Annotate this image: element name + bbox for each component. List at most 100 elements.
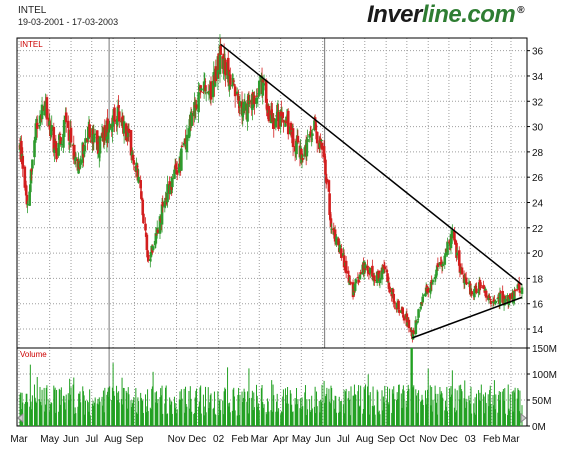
candle-down [488,298,492,300]
candle-up [231,84,234,87]
candle-up [368,267,372,273]
candle-down [135,165,139,167]
candle-up [435,265,439,271]
candle-up [305,142,309,157]
month-tick-label: Jul [85,434,98,445]
candle-up [289,126,292,135]
candle-down [366,269,370,274]
month-tick-label: Feb [483,434,501,445]
candle-down [401,307,405,315]
candle-down [387,282,391,289]
candle-up [473,286,477,292]
candle-down [426,287,430,293]
candle-down [237,96,240,104]
candle-down [388,286,391,293]
candle-up [160,204,164,225]
chart-symbol: INTEL [18,5,47,16]
candle-down [513,289,517,292]
candle-down [329,218,333,227]
candle-up [386,281,390,283]
candle-down [296,135,300,143]
candle-down [277,111,280,129]
candle-down [479,286,482,288]
candle-up [200,88,203,91]
candle-up [406,322,409,326]
candle-up [339,245,342,247]
candle-down [86,137,89,142]
candle-up [57,142,60,156]
candle-down [324,176,328,181]
candle-up [416,319,420,321]
candle-down [373,279,377,281]
candle-down [97,141,100,155]
candle-up [106,132,110,140]
candle-down [309,132,313,137]
candle-up [435,269,438,276]
month-tick-label: Aug [356,434,374,445]
month-tick-label: Dec [440,434,458,445]
candle-down [343,265,347,267]
candle-up [459,271,462,273]
candle-up [122,121,126,134]
candle-down [470,291,473,295]
candle-up [243,101,247,111]
candle-down [489,301,493,304]
month-tick-label: 02 [213,434,225,445]
candle-down [131,154,135,161]
candle-down [156,229,160,233]
candle-up [197,92,200,113]
month-tick-label: Feb [231,434,249,445]
candle-up [177,163,181,173]
trendline [412,296,523,339]
candle-down [66,120,70,128]
candle-down [488,296,491,298]
candle-down [72,144,76,160]
candle-down [457,250,461,266]
month-tick-label: Mar [10,434,28,445]
candle-up [431,280,435,283]
candle-up [188,127,191,132]
candle-down [35,122,39,129]
candle-up [154,233,158,244]
candle-down [174,163,178,170]
candle-down [515,289,519,291]
date-range: 19-03-2001 - 17-03-2003 [18,17,119,27]
scroll-right-arrow [520,412,527,424]
month-tick-label: Nov [419,434,437,445]
registered-mark: ® [517,5,525,16]
candle-up [166,184,169,203]
candle-up [53,148,56,153]
candle-up [93,133,97,135]
month-tick-label: Sep [126,434,144,445]
candle-up [262,83,266,86]
candle-up [463,277,467,285]
candle-up [29,169,33,184]
candle-down [300,148,303,160]
candle-up [86,126,90,140]
candle-up [187,128,191,139]
candle-up [433,277,437,280]
candle-down [25,194,29,205]
candle-up [108,123,111,130]
candle-up [443,255,447,265]
candle-up [33,140,36,158]
candle-down [324,159,327,175]
candle-up [380,267,384,280]
candle-down [393,301,396,304]
candle-down [117,111,121,122]
month-tick-label: Aug [104,434,122,445]
candle-up [218,45,222,75]
candle-up [111,123,114,132]
candle-up [26,204,29,206]
candle-up [241,107,245,118]
volume-tick-label: 50M [532,396,551,407]
candle-up [275,111,279,121]
candle-down [333,229,337,242]
candle-up [382,266,385,274]
candle-down [436,263,440,267]
candle-down [129,130,133,156]
candle-down [478,279,482,289]
candle-down [103,125,107,141]
candle-up [496,297,500,300]
candle-down [291,128,295,148]
